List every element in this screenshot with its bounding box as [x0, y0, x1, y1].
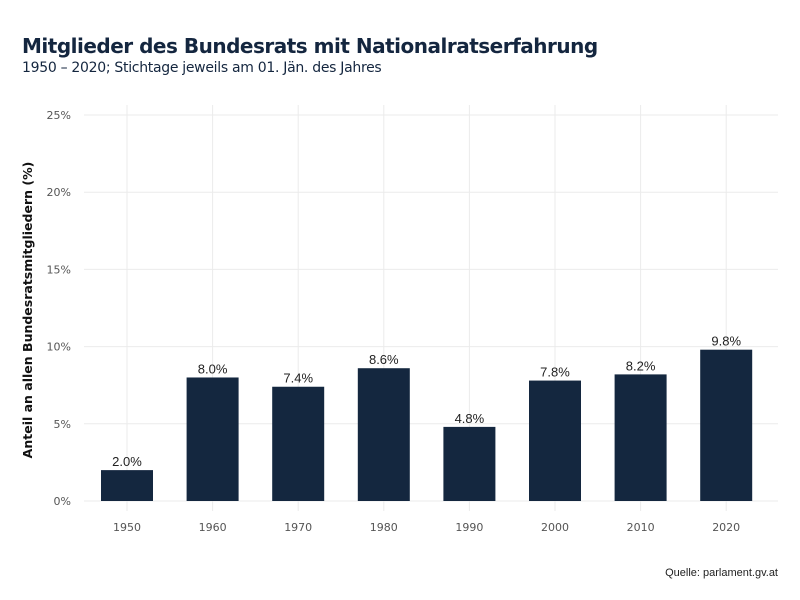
data-label: 7.4% — [283, 371, 313, 386]
x-tick-label: 1950 — [113, 521, 141, 534]
x-tick-label: 2010 — [627, 521, 655, 534]
data-label: 2.0% — [112, 454, 142, 469]
y-axis-label: Anteil an allen Bundesratsmitgliedern (%… — [20, 162, 35, 459]
chart-subtitle: 1950 – 2020; Stichtage jeweils am 01. Jä… — [22, 60, 382, 76]
x-tick-label: 1980 — [370, 521, 398, 534]
data-label: 4.8% — [455, 411, 485, 426]
y-tick-label: 25% — [47, 109, 71, 122]
y-tick-label: 15% — [47, 263, 71, 276]
bar — [272, 386, 325, 501]
data-label: 8.2% — [626, 358, 656, 373]
data-label: 7.8% — [540, 365, 570, 380]
bar — [101, 470, 153, 501]
x-tick-label: 2020 — [712, 521, 740, 534]
chart-title: Mitglieder des Bundesrats mit Nationalra… — [22, 34, 598, 58]
y-tick-label: 5% — [54, 418, 71, 431]
bar — [357, 368, 410, 501]
x-tick-label: 1970 — [284, 521, 312, 534]
bar — [700, 349, 753, 501]
data-label: 9.8% — [711, 334, 741, 349]
y-tick-label: 20% — [47, 186, 71, 199]
x-tick-label: 1960 — [199, 521, 227, 534]
x-tick-label: 2000 — [541, 521, 569, 534]
y-tick-label: 0% — [54, 495, 71, 508]
x-tick-label: 1990 — [455, 521, 483, 534]
bar — [529, 380, 581, 501]
bar — [443, 426, 496, 501]
bar — [614, 374, 667, 501]
source-note: Quelle: parlament.gv.at — [665, 567, 778, 579]
bar — [186, 377, 239, 501]
y-tick-label: 10% — [47, 341, 71, 354]
data-label: 8.0% — [198, 361, 228, 376]
data-label: 8.6% — [369, 352, 399, 367]
